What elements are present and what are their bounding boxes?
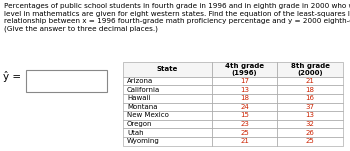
Text: ŷ =: ŷ = [3,71,21,82]
Text: Percentages of public school students in fourth grade in 1996 and in eighth grad: Percentages of public school students in… [4,3,350,32]
FancyBboxPatch shape [27,70,107,92]
